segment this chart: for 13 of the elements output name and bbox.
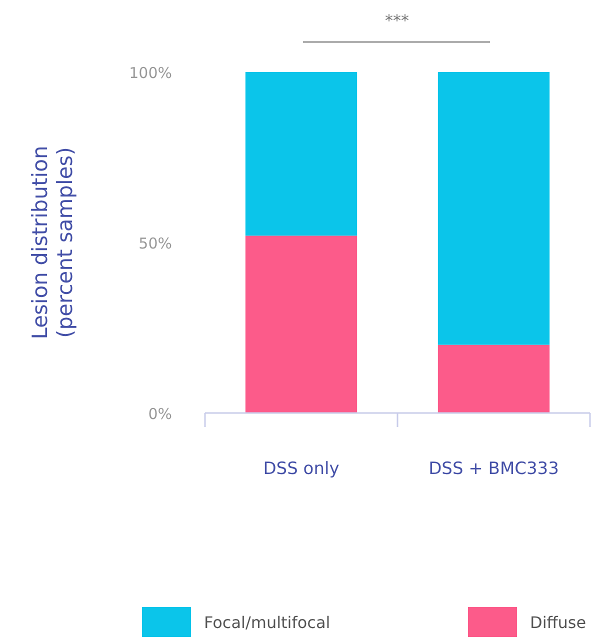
bar bbox=[245, 72, 358, 236]
bar bbox=[438, 344, 550, 413]
text: *** bbox=[385, 11, 409, 30]
x-tick-label: DSS + BMC333 bbox=[428, 459, 559, 479]
bar bbox=[245, 236, 358, 413]
y-tick-label: 50% bbox=[138, 234, 172, 252]
bar bbox=[438, 72, 550, 345]
y-axis-title: Lesion distribution (percent samples) bbox=[28, 146, 77, 340]
x-tick-label: DSS only bbox=[263, 459, 340, 479]
y-tick-label: 0% bbox=[148, 405, 172, 423]
legend-label: Diffuse bbox=[530, 613, 586, 632]
legend-label: Focal/multifocal bbox=[204, 613, 330, 632]
y-tick-label: 100% bbox=[129, 64, 172, 82]
